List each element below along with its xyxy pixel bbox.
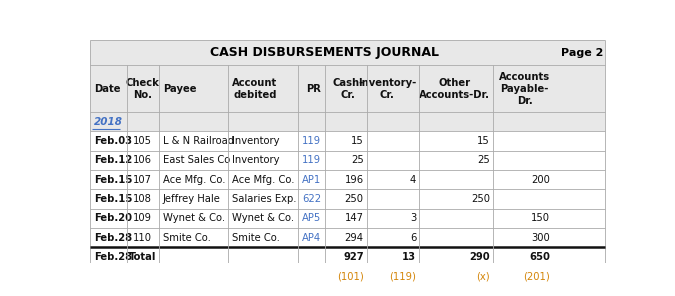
Text: AP4: AP4	[302, 233, 321, 243]
Text: 927: 927	[343, 252, 364, 262]
Text: East Sales Co: East Sales Co	[163, 155, 230, 165]
Text: Account
debited: Account debited	[232, 78, 277, 99]
Text: Ace Mfg. Co.: Ace Mfg. Co.	[163, 175, 225, 185]
Text: PR: PR	[306, 83, 321, 94]
Text: Payee: Payee	[163, 83, 196, 94]
Text: 25: 25	[477, 155, 490, 165]
Text: Feb.15: Feb.15	[94, 175, 132, 185]
Bar	[90, 112, 605, 131]
Bar	[90, 151, 605, 170]
Text: 109: 109	[133, 213, 152, 223]
Text: Inventory: Inventory	[232, 136, 280, 146]
Text: Page 2: Page 2	[561, 48, 603, 58]
Text: 110: 110	[133, 233, 152, 243]
Bar	[90, 189, 605, 209]
Text: Feb.28: Feb.28	[94, 233, 132, 243]
Text: 622: 622	[302, 194, 321, 204]
Text: Smite Co.: Smite Co.	[232, 233, 280, 243]
Text: 150: 150	[531, 213, 550, 223]
Bar	[90, 267, 605, 286]
Text: 250: 250	[471, 194, 490, 204]
Text: Feb.15: Feb.15	[94, 194, 132, 204]
Text: 15: 15	[351, 136, 364, 146]
Text: (119): (119)	[389, 271, 416, 281]
Text: 290: 290	[469, 252, 490, 262]
Bar	[90, 247, 605, 267]
Text: CASH DISBURSEMENTS JOURNAL: CASH DISBURSEMENTS JOURNAL	[209, 46, 439, 59]
Text: Jeffrey Hale: Jeffrey Hale	[163, 194, 221, 204]
Text: 4: 4	[410, 175, 416, 185]
Text: 294: 294	[345, 233, 364, 243]
Text: 6: 6	[410, 233, 416, 243]
Text: Feb.03: Feb.03	[94, 136, 132, 146]
Text: (101): (101)	[337, 271, 364, 281]
Bar	[90, 65, 605, 112]
Bar	[90, 40, 605, 65]
Bar	[90, 170, 605, 189]
Text: (201): (201)	[524, 271, 550, 281]
Bar	[90, 209, 605, 228]
Text: Wynet & Co.: Wynet & Co.	[232, 213, 294, 223]
Text: Wynet & Co.: Wynet & Co.	[163, 213, 225, 223]
Text: 250: 250	[345, 194, 364, 204]
Text: 3: 3	[410, 213, 416, 223]
Text: AP1: AP1	[302, 175, 321, 185]
Text: 106: 106	[133, 155, 152, 165]
Bar	[90, 131, 605, 151]
Text: 300: 300	[531, 233, 550, 243]
Text: Feb.28: Feb.28	[94, 252, 132, 262]
Text: Salaries Exp.: Salaries Exp.	[232, 194, 297, 204]
Text: 108: 108	[133, 194, 152, 204]
Text: 650: 650	[529, 252, 550, 262]
Text: Feb.12: Feb.12	[94, 155, 132, 165]
Text: 2018: 2018	[94, 117, 123, 127]
Text: Other
Accounts-Dr.: Other Accounts-Dr.	[419, 78, 490, 99]
Text: Feb.20: Feb.20	[94, 213, 132, 223]
Text: Inventory: Inventory	[232, 155, 280, 165]
Text: Inventory-
Cr.: Inventory- Cr.	[358, 78, 416, 99]
Text: 13: 13	[402, 252, 416, 262]
Text: (x): (x)	[477, 271, 490, 281]
Text: Check
No.: Check No.	[126, 78, 159, 99]
Text: 147: 147	[345, 213, 364, 223]
Text: 25: 25	[351, 155, 364, 165]
Text: Date: Date	[94, 83, 120, 94]
Text: Accounts
Payable-
Dr.: Accounts Payable- Dr.	[499, 72, 550, 105]
Text: 105: 105	[133, 136, 152, 146]
Text: Cash-
Cr.: Cash- Cr.	[332, 78, 364, 99]
Text: Smite Co.: Smite Co.	[163, 233, 211, 243]
Text: L & N Railroad: L & N Railroad	[163, 136, 234, 146]
Bar	[90, 228, 605, 247]
Text: 200: 200	[531, 175, 550, 185]
Text: 107: 107	[133, 175, 152, 185]
Text: 196: 196	[344, 175, 364, 185]
Text: 119: 119	[302, 136, 321, 146]
Text: AP5: AP5	[302, 213, 321, 223]
Text: Ace Mfg. Co.: Ace Mfg. Co.	[232, 175, 295, 185]
Text: 119: 119	[302, 155, 321, 165]
Text: 15: 15	[477, 136, 490, 146]
Text: Total: Total	[130, 252, 157, 262]
